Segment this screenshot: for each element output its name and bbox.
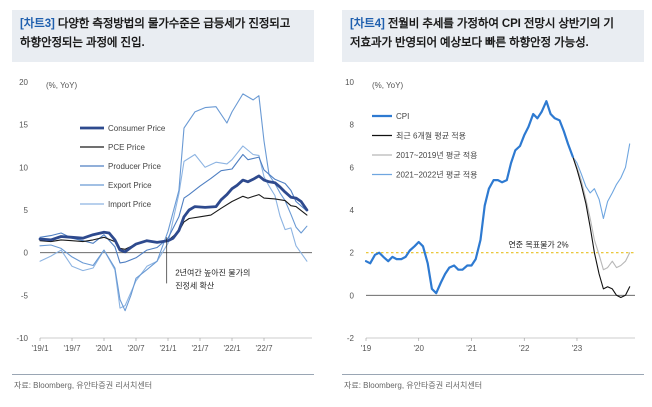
right-caption-line2: 저효과가 반영되어 예상보다 빠른 하향안정 가능성. [350, 37, 589, 49]
c0-x-tick-label-6: '22/1 [223, 344, 241, 353]
c0-series-line-4 [39, 145, 308, 309]
c1-series-line-1 [572, 156, 631, 299]
c0-x-tick-label-4: '21/1 [159, 344, 177, 353]
right-chart-caption: [차트4] 전월비 추세를 가정하여 CPI 전망시 상반기의 기 저효과가 반… [342, 10, 644, 62]
c1-legend-label-3: 2021~2022년 평균 적용 [396, 170, 478, 180]
right-line-chart: -2 0 2 4 6 8 10 (%, YoY) '19 '20 '21 '22 '23 연준 목표물가 … [345, 78, 635, 353]
c1-y-tick-label-3: 4 [350, 206, 355, 215]
left-chart-caption: [차트3] 다양한 측정방법의 물가수준은 급등세가 진정되고 하향안정되는 과… [12, 10, 314, 62]
c0-y-tick-label-6: 20 [19, 78, 28, 87]
c1-series-line-3 [572, 143, 631, 220]
c1-x-tick-label-0: '19 [361, 344, 372, 353]
c0-legend-label-0: Consumer Price [108, 124, 166, 133]
right-caption-line1: 전월비 추세를 가정하여 CPI 전망시 상반기의 기 [384, 18, 614, 30]
c0-legend-label-1: PCE Price [108, 143, 145, 152]
left-source-divider [12, 374, 314, 375]
c1-x-tick-label-3: '22 [519, 344, 530, 353]
c1-y-unit-label: (%, YoY) [372, 81, 403, 90]
c1-legend-label-1: 최근 6개월 평균 적용 [396, 131, 466, 141]
c0-x-tick-label-5: '21/7 [191, 344, 209, 353]
c0-y-unit-label: (%, YoY) [46, 81, 77, 90]
c0-x-tick-label-1: '19/7 [63, 344, 81, 353]
c0-x-tick-label-0: '19/1 [31, 344, 49, 353]
c0-legend-label-4: Import Price [108, 200, 152, 209]
left-chart-panel: [차트3] 다양한 측정방법의 물가수준은 급등세가 진정되고 하향안정되는 과… [0, 0, 322, 407]
c0-legend-label-2: Producer Price [108, 162, 161, 171]
c0-y-tick-label-3: 5 [24, 206, 29, 215]
c1-y-tick-label-1: 0 [350, 291, 355, 300]
c1-y-tick-label-4: 6 [350, 163, 355, 172]
c0-x-tick-label-7: '22/7 [255, 344, 273, 353]
c1-x-tick-label-2: '21 [466, 344, 477, 353]
c1-legend-label-2: 2017~2019년 평균 적용 [396, 150, 478, 160]
c0-series-line-2 [39, 153, 308, 264]
left-line-chart: -10 -5 0 5 10 15 20 (%, YoY) '19/1 '19/7 '20/1 '20/… [16, 78, 312, 353]
c0-annotation-line-1: 진정세 확산 [175, 281, 215, 291]
c1-x-tick-label-1: '20 [414, 344, 425, 353]
right-caption-tag: [차트4] [350, 18, 385, 30]
c0-y-tick-label-5: 15 [19, 121, 28, 130]
c0-y-tick-label-4: 10 [19, 163, 28, 172]
left-caption-line2: 하향안정되는 과정에 진입. [20, 37, 145, 49]
c0-x-tick-label-2: '20/1 [95, 344, 113, 353]
c0-x-tick-label-3: '20/7 [127, 344, 145, 353]
c1-y-tick-label-5: 8 [350, 121, 355, 130]
c0-y-tick-label-0: -10 [16, 334, 28, 343]
right-chart-panel: [차트4] 전월비 추세를 가정하여 CPI 전망시 상반기의 기 저효과가 반… [330, 0, 652, 407]
left-caption-tag: [차트3] [20, 18, 55, 30]
c0-series-line-0 [38, 174, 309, 254]
c0-y-tick-label-2: 0 [24, 249, 29, 258]
c1-y-tick-label-2: 2 [350, 249, 355, 258]
c1-series-line-2 [572, 156, 631, 271]
left-caption-line1: 다양한 측정방법의 물가수준은 급등세가 진정되고 [54, 18, 291, 30]
c1-reference-line-label: 연준 목표물가 2% [508, 241, 568, 250]
c0-y-tick-label-1: -5 [21, 291, 29, 300]
c0-series-line-1 [39, 194, 308, 250]
c1-y-tick-label-0: -2 [347, 334, 355, 343]
c0-series-line-3 [39, 93, 308, 312]
c1-legend-label-0: CPI [396, 112, 409, 121]
right-source-note: 자료: Bloomberg, 유안타증권 리서치센터 [344, 381, 483, 390]
c0-legend-label-3: Export Price [108, 181, 152, 190]
c1-y-tick-label-6: 10 [345, 78, 354, 87]
c1-series-line-0 [364, 100, 574, 295]
left-source-note: 자료: Bloomberg, 유안타증권 리서치센터 [14, 381, 153, 390]
c1-x-tick-label-4: '23 [572, 344, 583, 353]
right-source-divider [342, 374, 644, 375]
c0-annotation-line-0: 2년여간 높아진 물가의 [175, 268, 250, 278]
